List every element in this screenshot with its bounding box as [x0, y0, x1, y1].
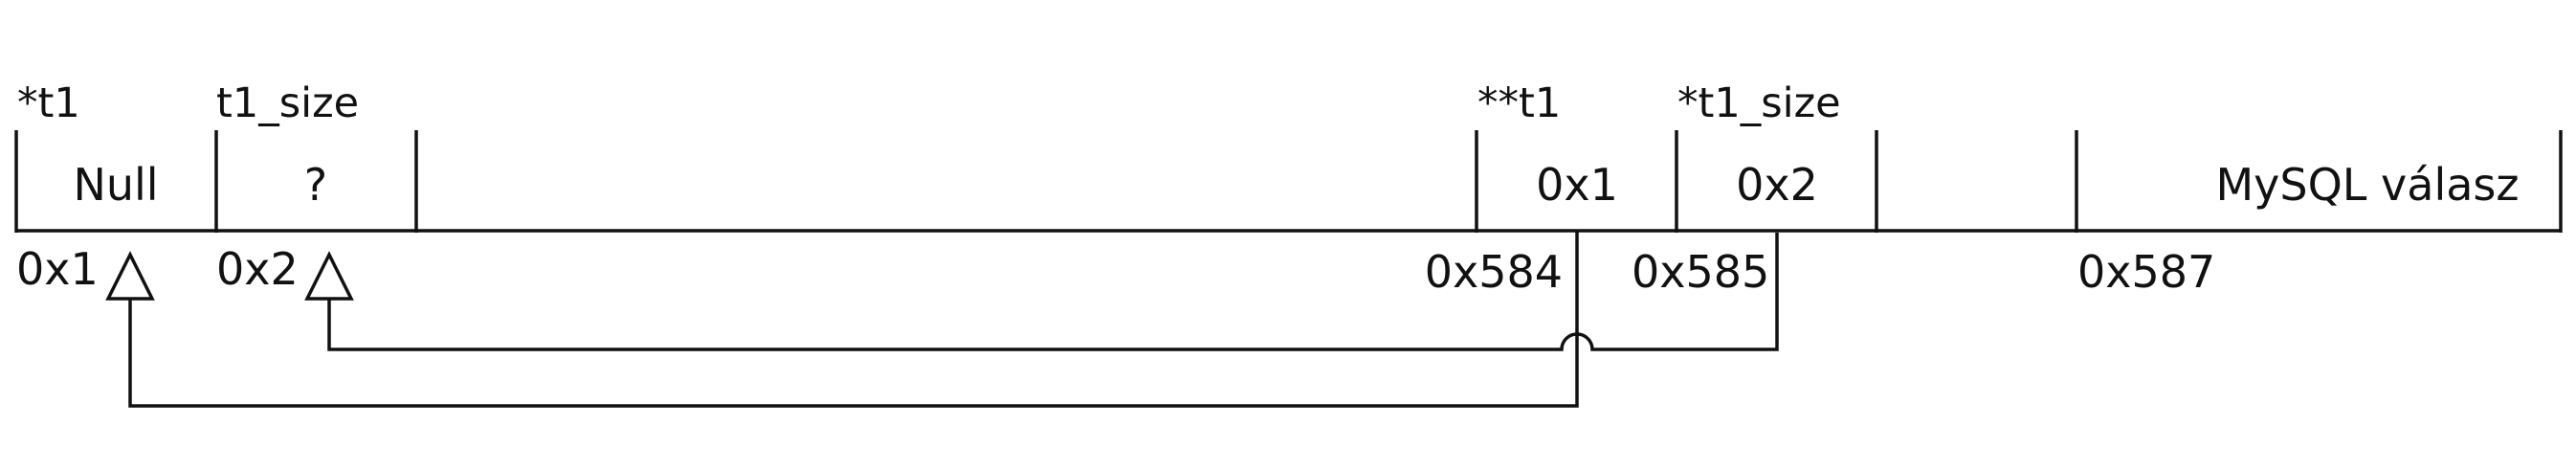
- cell-addresses: 0x1 0x2 0x584 0x585 0x587: [16, 243, 2215, 298]
- pointer-pp-t1-to-t1: [105, 232, 1579, 408]
- address-t1-size: 0x2: [216, 243, 299, 295]
- cell-value-pp-t1: 0x1: [1536, 159, 1618, 211]
- cell-value-t1: Null: [73, 159, 158, 211]
- pointer-line: [327, 233, 1779, 351]
- cell-value-t1-size: ?: [304, 159, 327, 211]
- pointer-line: [128, 232, 1579, 408]
- address-t1: 0x1: [16, 243, 99, 295]
- label-p-t1-size: *t1_size: [1677, 79, 1841, 127]
- address-pp-t1: 0x584: [1425, 246, 1563, 298]
- address-p-t1-size: 0x585: [1632, 246, 1769, 298]
- cell-dividers: [14, 130, 2563, 233]
- arrowhead-icon: [304, 251, 354, 301]
- label-pp-t1: **t1: [1477, 79, 1561, 127]
- arrowhead-icon: [105, 251, 155, 301]
- address-mysql: 0x587: [2077, 246, 2215, 298]
- cell-value-p-t1-size: 0x2: [1736, 159, 1818, 211]
- label-t1-size: t1_size: [216, 79, 359, 127]
- label-t1: *t1: [17, 79, 80, 127]
- pointer-p-t1-size-to-t1-size: [304, 233, 1779, 351]
- variable-labels: *t1 t1_size **t1 *t1_size: [17, 79, 1841, 127]
- cell-values: Null ? 0x1 0x2 MySQL válasz: [73, 159, 2519, 211]
- cell-value-mysql: MySQL válasz: [2215, 159, 2519, 211]
